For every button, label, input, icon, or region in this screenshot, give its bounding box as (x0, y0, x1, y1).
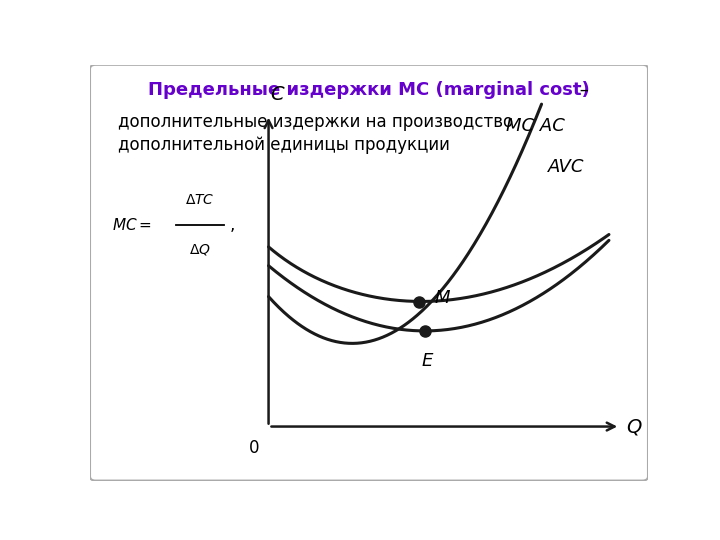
Text: $\mathit{\Delta Q}$: $\mathit{\Delta Q}$ (189, 242, 211, 258)
Text: дополнительные издержки на производство
дополнительной единицы продукции: дополнительные издержки на производство … (118, 113, 513, 154)
Text: MC AC: MC AC (505, 117, 564, 135)
Text: C: C (270, 85, 284, 104)
Text: Предельные издержки МС (marginal cost): Предельные издержки МС (marginal cost) (148, 82, 590, 99)
Text: E: E (422, 352, 433, 370)
Text: Q: Q (626, 417, 642, 436)
Text: $\mathit{MC}=$: $\mathit{MC}=$ (112, 217, 152, 233)
Text: $\mathit{\Delta TC}$: $\mathit{\Delta TC}$ (186, 193, 215, 207)
Text: AVC: AVC (547, 158, 584, 177)
Text: ,: , (230, 216, 235, 234)
Text: 0: 0 (249, 439, 260, 457)
Text: M: M (435, 289, 450, 307)
Text: –: – (575, 82, 589, 99)
